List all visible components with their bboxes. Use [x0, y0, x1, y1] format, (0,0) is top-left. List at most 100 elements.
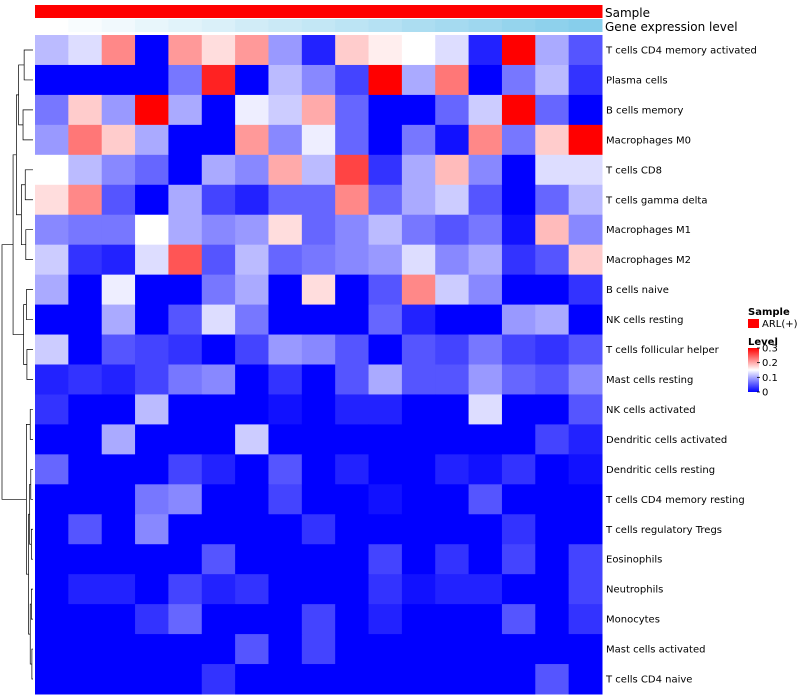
heatmap-cell — [235, 244, 269, 276]
heatmap-cell — [401, 94, 436, 126]
heatmap-cell — [301, 634, 336, 665]
heatmap-cell — [101, 574, 136, 605]
heatmap-cell — [135, 604, 169, 635]
heatmap-cell — [535, 94, 570, 126]
annotation-cell-gene-expression-level — [101, 19, 136, 32]
heatmap-cell — [35, 634, 69, 665]
heatmap-cell — [35, 424, 69, 455]
heatmap-cell — [501, 244, 536, 276]
heatmap-cell — [501, 454, 536, 485]
heatmap-cell — [168, 184, 203, 216]
heatmap-cell — [135, 304, 169, 336]
heatmap-cell — [68, 514, 103, 545]
heatmap-cell — [535, 334, 570, 365]
annotation-cell-sample — [68, 5, 103, 18]
heatmap-cell — [335, 184, 370, 216]
heatmap-cell — [168, 244, 203, 276]
heatmap-cell — [401, 214, 436, 246]
heatmap-cell — [301, 244, 336, 276]
heatmap-cell — [201, 664, 236, 695]
heatmap-cell — [301, 184, 336, 216]
heatmap-cell — [368, 634, 403, 665]
heatmap-cell — [68, 304, 103, 336]
heatmap-cell — [335, 274, 370, 306]
legend-tick-label: 0 — [762, 388, 768, 399]
heatmap-cell — [501, 154, 536, 186]
heatmap-cell — [568, 94, 603, 126]
heatmap-cell — [35, 35, 69, 66]
heatmap-cell — [101, 184, 136, 216]
heatmap-cell — [335, 394, 370, 425]
row-label: NK cells activated — [606, 405, 696, 416]
legend-tick-label: 0.3 — [762, 344, 778, 355]
heatmap-cell — [368, 94, 403, 126]
heatmap-cell — [301, 64, 336, 96]
heatmap-cell — [101, 64, 136, 96]
heatmap-cell — [168, 364, 203, 395]
heatmap-cell — [168, 214, 203, 246]
heatmap-cell — [501, 35, 536, 66]
heatmap-cell — [401, 424, 436, 455]
heatmap-cell — [368, 394, 403, 425]
heatmap-cell — [368, 364, 403, 395]
heatmap-cell — [535, 664, 570, 695]
heatmap-cell — [201, 424, 236, 455]
heatmap-cell — [435, 124, 470, 156]
heatmap-cell — [468, 274, 503, 306]
annotation-cell-gene-expression-level — [235, 19, 269, 32]
heatmap-cell — [368, 574, 403, 605]
heatmap-cell — [35, 364, 69, 395]
heatmap-cell — [501, 94, 536, 126]
row-label: Neutrophils — [606, 585, 663, 596]
heatmap-cell — [335, 304, 370, 336]
heatmap-cell — [235, 334, 269, 365]
heatmap-cell — [68, 604, 103, 635]
heatmap-cell — [101, 634, 136, 665]
heatmap-cell — [535, 184, 570, 216]
heatmap-cell — [568, 214, 603, 246]
heatmap-cell — [435, 604, 470, 635]
heatmap-cell — [201, 454, 236, 485]
heatmap-cell — [468, 664, 503, 695]
heatmap-cell — [468, 304, 503, 336]
annotation-cell-sample — [501, 5, 536, 18]
heatmap-cell — [201, 574, 236, 605]
heatmap-cell — [68, 544, 103, 575]
heatmap-cell — [435, 154, 470, 186]
heatmap-cell — [468, 244, 503, 276]
heatmap-cell — [301, 424, 336, 455]
heatmap-cell — [201, 244, 236, 276]
heatmap-cell — [268, 634, 303, 665]
annotation-cell-gene-expression-level — [301, 19, 336, 32]
heatmap-cell — [235, 64, 269, 96]
row-label: T cells gamma delta — [605, 195, 707, 206]
heatmap-cell — [535, 574, 570, 605]
heatmap-cell — [535, 454, 570, 485]
heatmap-cell — [401, 304, 436, 336]
heatmap-cell — [301, 544, 336, 575]
heatmap-cell — [468, 634, 503, 665]
heatmap-cell — [235, 394, 269, 425]
heatmap-cell — [235, 424, 269, 455]
heatmap-cell — [168, 274, 203, 306]
heatmap-cell — [135, 544, 169, 575]
dendrogram-branch — [16, 94, 22, 216]
heatmap-cell — [101, 394, 136, 425]
heatmap-cell — [235, 514, 269, 545]
heatmap-cell — [168, 304, 203, 336]
heatmap-cell — [501, 334, 536, 365]
heatmap-cell — [101, 604, 136, 635]
heatmap-cell — [268, 424, 303, 455]
heatmap-cell — [435, 214, 470, 246]
heatmap-cell — [201, 544, 236, 575]
heatmap-cell — [101, 244, 136, 276]
heatmap-cell — [435, 634, 470, 665]
heatmap-cell — [435, 35, 470, 66]
row-label: Macrophages M1 — [606, 225, 691, 236]
heatmap-cell — [401, 454, 436, 485]
heatmap-cell — [135, 514, 169, 545]
annotation-label-gene-expression-level: Gene expression level — [605, 20, 738, 34]
annotation-cell-gene-expression-level — [135, 19, 169, 32]
heatmap-cell — [68, 184, 103, 216]
annotation-cell-sample — [435, 5, 470, 18]
